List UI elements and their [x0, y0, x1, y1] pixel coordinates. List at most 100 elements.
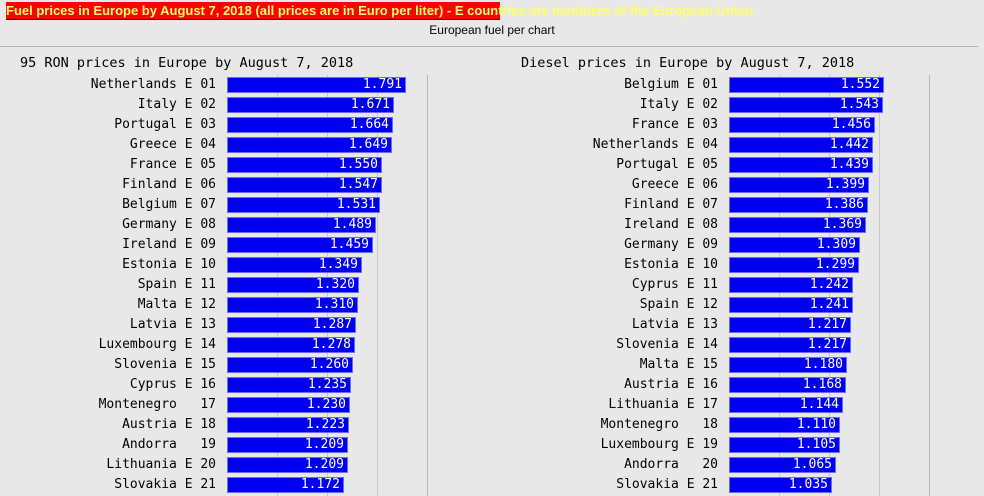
- bar-row: Greece E 04 1.649: [20, 135, 440, 155]
- bar-value: 1.543: [839, 97, 879, 112]
- bar: 1.349: [227, 257, 362, 273]
- bar-row: Luxembourg E 19 1.105: [521, 435, 941, 455]
- bar-row: Cyprus E 16 1.235: [20, 375, 440, 395]
- bar-value: 1.309: [816, 237, 856, 252]
- bar-value: 1.241: [809, 297, 849, 312]
- bar: 1.172: [227, 477, 344, 493]
- bar-row: Estonia E 10 1.349: [20, 255, 440, 275]
- row-label: Finland E 06: [122, 177, 216, 192]
- page-banner: Fuel prices in Europe by August 7, 2018 …: [6, 2, 754, 20]
- row-label: Greece E 06: [631, 177, 718, 192]
- gridline: [377, 75, 378, 496]
- bar-value: 1.456: [831, 117, 871, 132]
- plot-border: [929, 75, 930, 496]
- bar-row: Slovenia E 15 1.260: [20, 355, 440, 375]
- row-label: Slovakia E 21: [114, 477, 216, 492]
- bar: 1.217: [729, 317, 851, 333]
- row-label: Cyprus E 16: [129, 377, 216, 392]
- bar: 1.168: [729, 377, 846, 393]
- bar-value: 1.217: [807, 317, 847, 332]
- bar: 1.223: [227, 417, 349, 433]
- bar: 1.543: [729, 97, 883, 113]
- bar-row: Cyprus E 11 1.242: [521, 275, 941, 295]
- bar-value: 1.459: [329, 237, 369, 252]
- bar: 1.550: [227, 157, 382, 173]
- row-label: Luxembourg E 19: [600, 437, 718, 452]
- bar-row: Portugal E 05 1.439: [521, 155, 941, 175]
- bar-value: 1.172: [300, 477, 340, 492]
- bar-row: France E 03 1.456: [521, 115, 941, 135]
- bar-row: Ireland E 08 1.369: [521, 215, 941, 235]
- bar-value: 1.144: [799, 397, 839, 412]
- bar: 1.287: [227, 317, 356, 333]
- bar-value: 1.168: [802, 377, 842, 392]
- row-label: Slovakia E 21: [616, 477, 718, 492]
- row-label: Netherlands E 04: [592, 137, 718, 152]
- bar: 1.369: [729, 217, 866, 233]
- bar-value: 1.217: [807, 337, 847, 352]
- row-label: Netherlands E 01: [90, 77, 216, 92]
- row-label: Estonia E 10: [624, 257, 718, 272]
- row-label: Germany E 09: [624, 237, 718, 252]
- bar-row: Ireland E 09 1.459: [20, 235, 440, 255]
- bar-value: 1.664: [349, 117, 389, 132]
- bar-value: 1.552: [840, 77, 880, 92]
- bar-value: 1.105: [796, 437, 836, 452]
- bar-row: Lithuania E 17 1.144: [521, 395, 941, 415]
- row-label: Belgium E 01: [624, 77, 718, 92]
- bar-row: Germany E 09 1.309: [521, 235, 941, 255]
- bar-value: 1.349: [318, 257, 358, 272]
- bar-value: 1.278: [311, 337, 351, 352]
- row-label: Finland E 07: [624, 197, 718, 212]
- row-label: Spain E 12: [639, 297, 718, 312]
- bar-row: Austria E 16 1.168: [521, 375, 941, 395]
- bar: 1.671: [227, 97, 394, 113]
- bar: 1.649: [227, 137, 392, 153]
- bar-value: 1.287: [312, 317, 352, 332]
- bar: 1.065: [729, 457, 836, 473]
- bar-row: Luxembourg E 14 1.278: [20, 335, 440, 355]
- bar: 1.442: [729, 137, 873, 153]
- bar: 1.459: [227, 237, 373, 253]
- bar-row: Malta E 12 1.310: [20, 295, 440, 315]
- row-label: Malta E 15: [639, 357, 718, 372]
- bar: 1.399: [729, 177, 869, 193]
- row-label: Cyprus E 11: [631, 277, 718, 292]
- bar: 1.217: [729, 337, 851, 353]
- bar-row: Greece E 06 1.399: [521, 175, 941, 195]
- bar: 1.531: [227, 197, 380, 213]
- bar-value: 1.223: [305, 417, 345, 432]
- row-label: Spain E 11: [137, 277, 216, 292]
- row-label: Ireland E 09: [122, 237, 216, 252]
- plot-border: [427, 75, 428, 496]
- bar-value: 1.439: [829, 157, 869, 172]
- divider: [0, 46, 978, 47]
- bar: 1.299: [729, 257, 859, 273]
- bar: 1.242: [729, 277, 853, 293]
- bar-row: Italy E 02 1.671: [20, 95, 440, 115]
- row-label: Luxembourg E 14: [98, 337, 216, 352]
- bar-row: Slovakia E 21 1.035: [521, 475, 941, 495]
- bar-value: 1.386: [824, 197, 864, 212]
- row-label: Slovenia E 14: [616, 337, 718, 352]
- bar: 1.310: [227, 297, 358, 313]
- bar-value: 1.320: [315, 277, 355, 292]
- bar-value: 1.260: [309, 357, 349, 372]
- bar: 1.456: [729, 117, 875, 133]
- chart-title: 95 RON prices in Europe by August 7, 201…: [20, 55, 354, 71]
- bar: 1.110: [729, 417, 840, 433]
- bar-row: Spain E 11 1.320: [20, 275, 440, 295]
- row-label: Italy E 02: [137, 97, 216, 112]
- bar-value: 1.209: [304, 437, 344, 452]
- bar: 1.180: [729, 357, 847, 373]
- bar-row: Finland E 07 1.386: [521, 195, 941, 215]
- bar-row: Finland E 06 1.547: [20, 175, 440, 195]
- bar: 1.489: [227, 217, 376, 233]
- bar: 1.230: [227, 397, 350, 413]
- row-label: Austria E 16: [624, 377, 718, 392]
- bar-row: Montenegro 17 1.230: [20, 395, 440, 415]
- row-label: Montenegro 17: [98, 397, 216, 412]
- row-label: France E 05: [129, 157, 216, 172]
- bar: 1.260: [227, 357, 353, 373]
- bar: 1.209: [227, 437, 348, 453]
